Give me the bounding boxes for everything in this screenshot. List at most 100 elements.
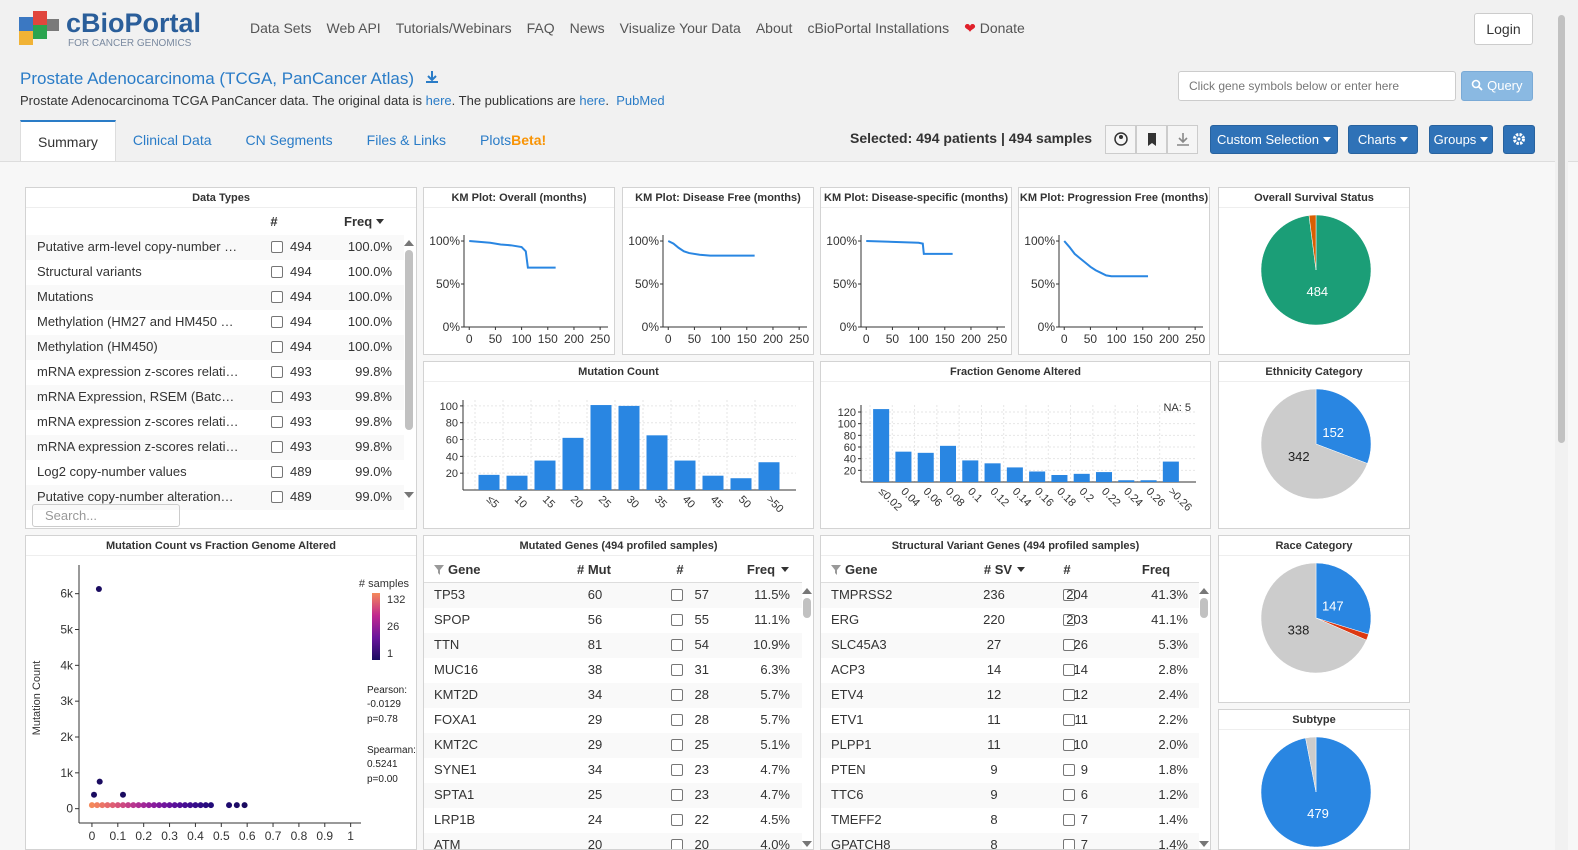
study-title[interactable]: Prostate Adenocarcinoma (TCGA, PanCancer… — [20, 69, 439, 89]
sample-count: 493 — [290, 414, 312, 429]
checkbox[interactable] — [1063, 589, 1075, 601]
scroll-up[interactable] — [802, 588, 812, 594]
checkbox[interactable] — [671, 714, 683, 726]
nav-link[interactable]: Data Sets — [250, 20, 312, 36]
frequency: 100.0% — [347, 314, 392, 329]
tab-label[interactable]: Clinical Data — [132, 132, 212, 148]
desc-link[interactable]: here — [425, 93, 452, 108]
sample-count: 28 — [694, 712, 709, 727]
user-button[interactable] — [1105, 125, 1136, 154]
settings-button[interactable] — [1503, 125, 1535, 154]
donate[interactable]: ❤ Donate — [964, 20, 1025, 36]
checkbox[interactable] — [271, 391, 283, 403]
filter-icon[interactable] — [434, 565, 444, 575]
checkbox[interactable] — [671, 614, 683, 626]
charts-button[interactable]: Charts — [1348, 125, 1418, 154]
study-title-text[interactable]: Prostate Adenocarcinoma (TCGA, PanCancer… — [20, 69, 415, 88]
tab[interactable]: Summary — [20, 120, 116, 161]
checkbox[interactable] — [1063, 739, 1075, 751]
scroll-up[interactable] — [1199, 588, 1209, 594]
custom-selection-button[interactable]: Custom Selection — [1210, 125, 1338, 154]
tab[interactable]: CN Segments — [229, 120, 350, 161]
nav-link[interactable]: About — [755, 20, 793, 36]
table-row — [424, 583, 802, 608]
btn-text[interactable]: Custom Selection — [1217, 132, 1319, 147]
download-icon[interactable] — [425, 70, 439, 84]
donate-text[interactable]: Donate — [979, 20, 1025, 36]
checkbox[interactable] — [1063, 814, 1075, 826]
checkbox[interactable] — [671, 764, 683, 776]
checkbox[interactable] — [1063, 664, 1075, 676]
query-button[interactable]: Query — [1461, 71, 1533, 101]
nav-link[interactable]: News — [569, 20, 605, 36]
checkbox[interactable] — [1063, 789, 1075, 801]
table-row — [821, 833, 1199, 849]
legend-bar — [372, 593, 380, 660]
desc-link[interactable]: here — [579, 93, 606, 108]
checkbox[interactable] — [271, 366, 283, 378]
bookmark-button[interactable] — [1136, 125, 1167, 154]
checkbox[interactable] — [271, 341, 283, 353]
desc-link[interactable]: PubMed — [616, 93, 665, 108]
chart: 152 342 — [1260, 388, 1372, 500]
checkbox[interactable] — [671, 839, 683, 849]
nav-link[interactable]: Visualize Your Data — [619, 20, 741, 36]
scroll-thumb[interactable] — [1558, 15, 1565, 443]
bar — [1095, 472, 1113, 482]
checkbox[interactable] — [1063, 614, 1075, 626]
checkbox[interactable] — [271, 416, 283, 428]
checkbox[interactable] — [671, 739, 683, 751]
tab[interactable]: Clinical Data — [116, 120, 229, 161]
tab[interactable]: Files & Links — [350, 120, 463, 161]
checkbox[interactable] — [1063, 764, 1075, 776]
scroll-thumb[interactable] — [803, 598, 811, 618]
search-icon — [1472, 79, 1484, 91]
checkbox[interactable] — [671, 664, 683, 676]
query-text[interactable]: Query — [1487, 78, 1523, 93]
checkbox[interactable] — [671, 589, 683, 601]
tab[interactable]: PlotsBeta! — [463, 120, 563, 161]
scroll-down[interactable] — [1199, 841, 1209, 847]
scroll-thumb[interactable] — [405, 250, 413, 430]
checkbox[interactable] — [271, 316, 283, 328]
checkbox[interactable] — [271, 466, 283, 478]
checkbox[interactable] — [1063, 639, 1075, 651]
checkbox[interactable] — [271, 241, 283, 253]
checkbox[interactable] — [1063, 839, 1075, 849]
btn-text[interactable]: Groups — [1433, 132, 1477, 147]
nav-link[interactable]: cBioPortal Installations — [807, 20, 950, 36]
tab-label[interactable]: CN Segments — [245, 132, 333, 148]
tab-label[interactable]: Summary — [38, 134, 98, 150]
tab-label[interactable]: Files & Links — [366, 132, 447, 148]
checkbox[interactable] — [671, 639, 683, 651]
checkbox[interactable] — [271, 291, 283, 303]
groups-button[interactable]: Groups — [1429, 125, 1493, 154]
scroll-down[interactable] — [404, 492, 414, 498]
scroll-thumb[interactable] — [1200, 598, 1208, 618]
checkbox[interactable] — [671, 689, 683, 701]
page-scrollbar[interactable] — [1555, 0, 1568, 850]
checkbox[interactable] — [271, 266, 283, 278]
bar-chart-card: Fraction Genome Altered 20 40 60 80 100 120 ≤0.… — [820, 361, 1211, 529]
tab-label[interactable]: Plots — [480, 132, 512, 148]
download-button[interactable] — [1167, 125, 1198, 154]
scroll-up[interactable] — [404, 240, 414, 246]
caret — [1400, 137, 1409, 142]
btn-text[interactable]: Charts — [1357, 132, 1397, 147]
checkbox[interactable] — [271, 441, 283, 453]
search-input[interactable]: Search... — [32, 504, 180, 527]
scroll-down[interactable] — [802, 841, 812, 847]
checkbox[interactable] — [1063, 714, 1075, 726]
login-button[interactable]: Login — [1474, 13, 1533, 45]
nav-link[interactable]: FAQ — [526, 20, 555, 36]
checkbox[interactable] — [271, 491, 283, 503]
selected-samples[interactable]: 494 samples — [1008, 130, 1093, 146]
checkbox[interactable] — [1063, 689, 1075, 701]
checkbox[interactable] — [671, 814, 683, 826]
gene-query-input[interactable]: Click gene symbols below or enter here — [1178, 71, 1456, 101]
filter-icon[interactable] — [831, 565, 841, 575]
nav-link[interactable]: Tutorials/Webinars — [395, 20, 512, 36]
checkbox[interactable] — [671, 789, 683, 801]
nav-link[interactable]: Web API — [326, 20, 381, 36]
selected-patients[interactable]: 494 patients — [916, 130, 998, 146]
